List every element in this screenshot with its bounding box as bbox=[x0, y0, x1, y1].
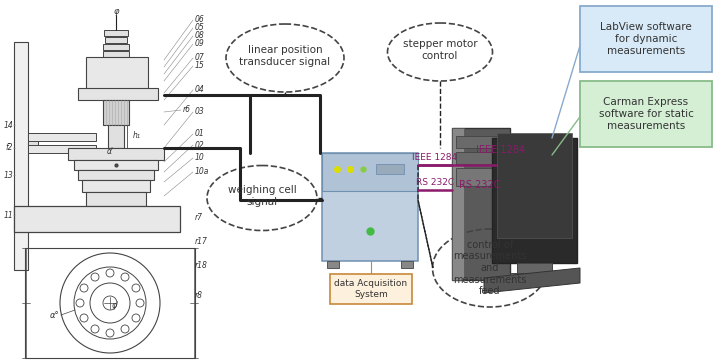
Text: 08: 08 bbox=[195, 32, 204, 41]
Text: 10a: 10a bbox=[195, 167, 209, 176]
Text: LabView software
for dynamic
measurements: LabView software for dynamic measurement… bbox=[600, 23, 692, 56]
Text: RS 232C: RS 232C bbox=[459, 180, 500, 190]
Bar bbox=[510, 273, 560, 281]
Bar bbox=[74, 160, 158, 170]
Text: φ': φ' bbox=[112, 302, 119, 310]
Bar bbox=[78, 88, 158, 100]
FancyBboxPatch shape bbox=[580, 6, 712, 72]
Text: Carman Express
software for static
measurements: Carman Express software for static measu… bbox=[598, 97, 694, 131]
Text: r18: r18 bbox=[195, 261, 208, 269]
Text: RS 232C: RS 232C bbox=[416, 178, 454, 187]
Text: IEEE 1284: IEEE 1284 bbox=[413, 153, 458, 162]
Text: α': α' bbox=[107, 147, 114, 156]
Bar bbox=[68, 148, 164, 160]
Bar bbox=[28, 145, 96, 153]
Polygon shape bbox=[484, 268, 580, 293]
Bar bbox=[104, 30, 128, 36]
Text: f2: f2 bbox=[6, 143, 13, 152]
Polygon shape bbox=[492, 138, 577, 263]
Text: 11: 11 bbox=[4, 211, 13, 220]
Text: 03: 03 bbox=[195, 107, 204, 117]
Bar bbox=[452, 128, 510, 280]
Bar bbox=[82, 180, 150, 192]
Bar bbox=[401, 261, 413, 268]
Text: 07: 07 bbox=[195, 53, 204, 62]
Bar bbox=[103, 51, 129, 57]
Bar bbox=[327, 261, 339, 268]
Text: 09: 09 bbox=[195, 40, 204, 49]
Bar bbox=[517, 263, 552, 273]
Bar bbox=[14, 42, 28, 270]
Bar bbox=[456, 152, 498, 164]
Text: 05: 05 bbox=[195, 24, 204, 33]
Bar bbox=[105, 37, 127, 43]
Text: 10: 10 bbox=[195, 154, 204, 163]
Text: stepper motor
control: stepper motor control bbox=[403, 39, 478, 61]
Text: linear position
transducer signal: linear position transducer signal bbox=[240, 45, 330, 67]
Bar bbox=[25, 248, 195, 358]
Text: IEEE 1284: IEEE 1284 bbox=[475, 145, 525, 155]
Bar bbox=[456, 168, 498, 186]
Bar bbox=[86, 57, 148, 89]
Bar bbox=[322, 153, 418, 261]
Bar bbox=[14, 206, 180, 232]
Bar bbox=[78, 170, 154, 180]
Text: data Acquisition
System: data Acquisition System bbox=[335, 279, 408, 299]
Text: 13: 13 bbox=[4, 171, 13, 179]
Bar bbox=[103, 100, 129, 125]
Text: 02: 02 bbox=[195, 140, 204, 150]
Text: 14: 14 bbox=[4, 121, 13, 130]
Bar bbox=[456, 136, 498, 148]
FancyBboxPatch shape bbox=[330, 274, 412, 304]
Text: h₁: h₁ bbox=[133, 131, 141, 140]
Text: 04: 04 bbox=[195, 86, 204, 94]
Bar bbox=[322, 153, 418, 191]
Bar bbox=[497, 133, 572, 238]
Bar bbox=[28, 133, 96, 141]
Bar bbox=[452, 128, 464, 280]
Bar bbox=[376, 164, 404, 174]
Text: 15: 15 bbox=[195, 61, 204, 70]
FancyBboxPatch shape bbox=[580, 81, 712, 147]
Text: 06: 06 bbox=[195, 16, 204, 24]
Bar bbox=[103, 44, 129, 50]
Bar bbox=[28, 133, 38, 147]
Text: r17: r17 bbox=[195, 237, 208, 246]
Text: 01: 01 bbox=[195, 130, 204, 139]
Text: r6: r6 bbox=[183, 106, 191, 114]
Bar bbox=[108, 125, 124, 148]
Bar bbox=[86, 192, 146, 206]
Text: r8: r8 bbox=[195, 290, 203, 299]
Text: φ: φ bbox=[113, 8, 119, 16]
Text: control of
measurements
and
measurements
feed: control of measurements and measurements… bbox=[453, 240, 527, 296]
Text: weighing cell
signal: weighing cell signal bbox=[227, 185, 297, 207]
Text: r7: r7 bbox=[195, 213, 203, 223]
Text: α°: α° bbox=[50, 310, 60, 319]
